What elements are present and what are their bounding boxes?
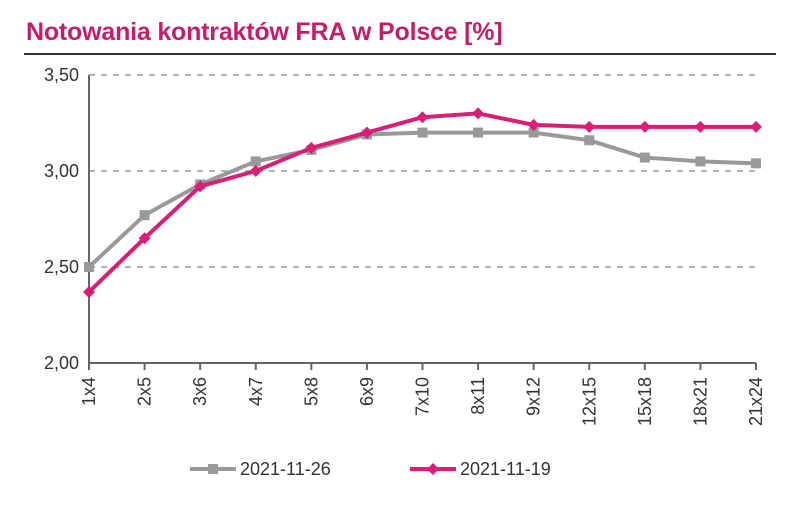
y-tick-label: 2,00 [44, 353, 79, 373]
marker-square [418, 128, 428, 138]
legend-marker [208, 464, 218, 474]
chart-svg: 2,00 2,50 3,00 3,50 1x4 2x5 3x6 4x7 5x8 6x9 7x10 8x… [24, 63, 776, 483]
x-tick-label: 6x9 [357, 377, 377, 406]
chart-container: Notowania kontraktów FRA w Polsce [%] 2,… [0, 0, 800, 518]
marker-diamond [639, 121, 651, 133]
x-tick-label: 8x11 [468, 377, 488, 415]
chart-title: Notowania kontraktów FRA w Polsce [%] [26, 18, 776, 47]
title-divider [24, 53, 776, 55]
y-tick-label: 3,50 [44, 65, 79, 85]
y-tick-label: 3,00 [44, 161, 79, 181]
series-line [89, 133, 756, 267]
legend-label: 2021-11-19 [460, 459, 551, 479]
marker-square [640, 153, 650, 163]
x-tick-label: 2x5 [135, 377, 155, 406]
legend: 2021-11-26 2021-11-19 [190, 459, 551, 479]
marker-square [695, 156, 705, 166]
legend-marker [427, 463, 439, 475]
x-tick-label: 9x12 [524, 377, 544, 416]
x-tick-label: 1x4 [79, 377, 99, 406]
plot-area: 2,00 2,50 3,00 3,50 1x4 2x5 3x6 4x7 5x8 6x9 7x10 8x… [24, 63, 776, 483]
x-tick-label: 5x8 [301, 377, 321, 406]
marker-diamond [583, 121, 595, 133]
x-tick-label: 18x21 [690, 377, 710, 426]
legend-label: 2021-11-26 [240, 459, 331, 479]
marker-diamond [750, 121, 762, 133]
x-tick-label: 12x15 [579, 377, 599, 426]
marker-diamond [250, 165, 262, 177]
marker-square [84, 262, 94, 272]
marker-square [140, 210, 150, 220]
x-tick-label: 15x18 [635, 377, 655, 426]
x-tick-label: 7x10 [413, 377, 433, 416]
x-tick-label: 4x7 [246, 377, 266, 406]
y-tick-label: 2,50 [44, 257, 79, 277]
marker-square [751, 158, 761, 168]
marker-diamond [417, 111, 429, 123]
marker-diamond [472, 107, 484, 119]
x-tick-label: 21x24 [746, 377, 766, 426]
marker-square [251, 156, 261, 166]
marker-square [473, 128, 483, 138]
x-tick-label: 3x6 [190, 377, 210, 406]
series-line [89, 113, 756, 292]
marker-diamond [694, 121, 706, 133]
marker-square [584, 135, 594, 145]
